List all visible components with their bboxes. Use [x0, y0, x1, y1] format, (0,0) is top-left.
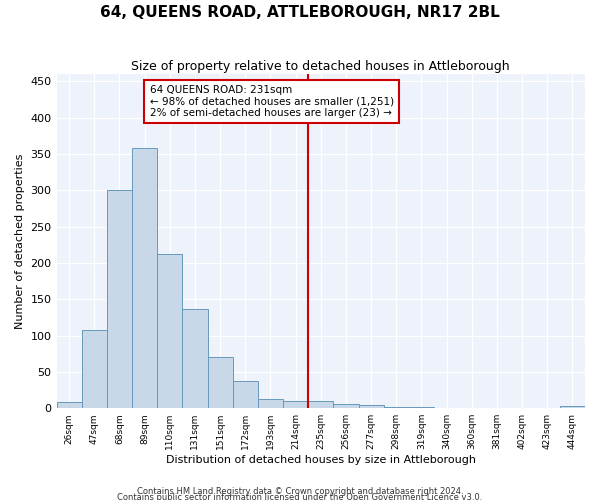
- Bar: [157, 254, 182, 408]
- Bar: [334, 404, 359, 408]
- Bar: [132, 148, 157, 408]
- Bar: [233, 380, 258, 408]
- Title: Size of property relative to detached houses in Attleborough: Size of property relative to detached ho…: [131, 60, 510, 73]
- Bar: [308, 401, 334, 408]
- X-axis label: Distribution of detached houses by size in Attleborough: Distribution of detached houses by size …: [166, 455, 476, 465]
- Bar: [107, 190, 132, 408]
- Bar: [182, 310, 208, 408]
- Bar: [82, 330, 107, 408]
- Bar: [283, 401, 308, 408]
- Bar: [208, 358, 233, 408]
- Bar: [560, 406, 585, 408]
- Text: Contains HM Land Registry data © Crown copyright and database right 2024.: Contains HM Land Registry data © Crown c…: [137, 486, 463, 496]
- Bar: [383, 407, 409, 408]
- Bar: [56, 402, 82, 408]
- Text: 64, QUEENS ROAD, ATTLEBOROUGH, NR17 2BL: 64, QUEENS ROAD, ATTLEBOROUGH, NR17 2BL: [100, 5, 500, 20]
- Bar: [359, 406, 383, 408]
- Y-axis label: Number of detached properties: Number of detached properties: [15, 154, 25, 329]
- Text: Contains public sector information licensed under the Open Government Licence v3: Contains public sector information licen…: [118, 492, 482, 500]
- Bar: [258, 400, 283, 408]
- Text: 64 QUEENS ROAD: 231sqm
← 98% of detached houses are smaller (1,251)
2% of semi-d: 64 QUEENS ROAD: 231sqm ← 98% of detached…: [149, 85, 394, 118]
